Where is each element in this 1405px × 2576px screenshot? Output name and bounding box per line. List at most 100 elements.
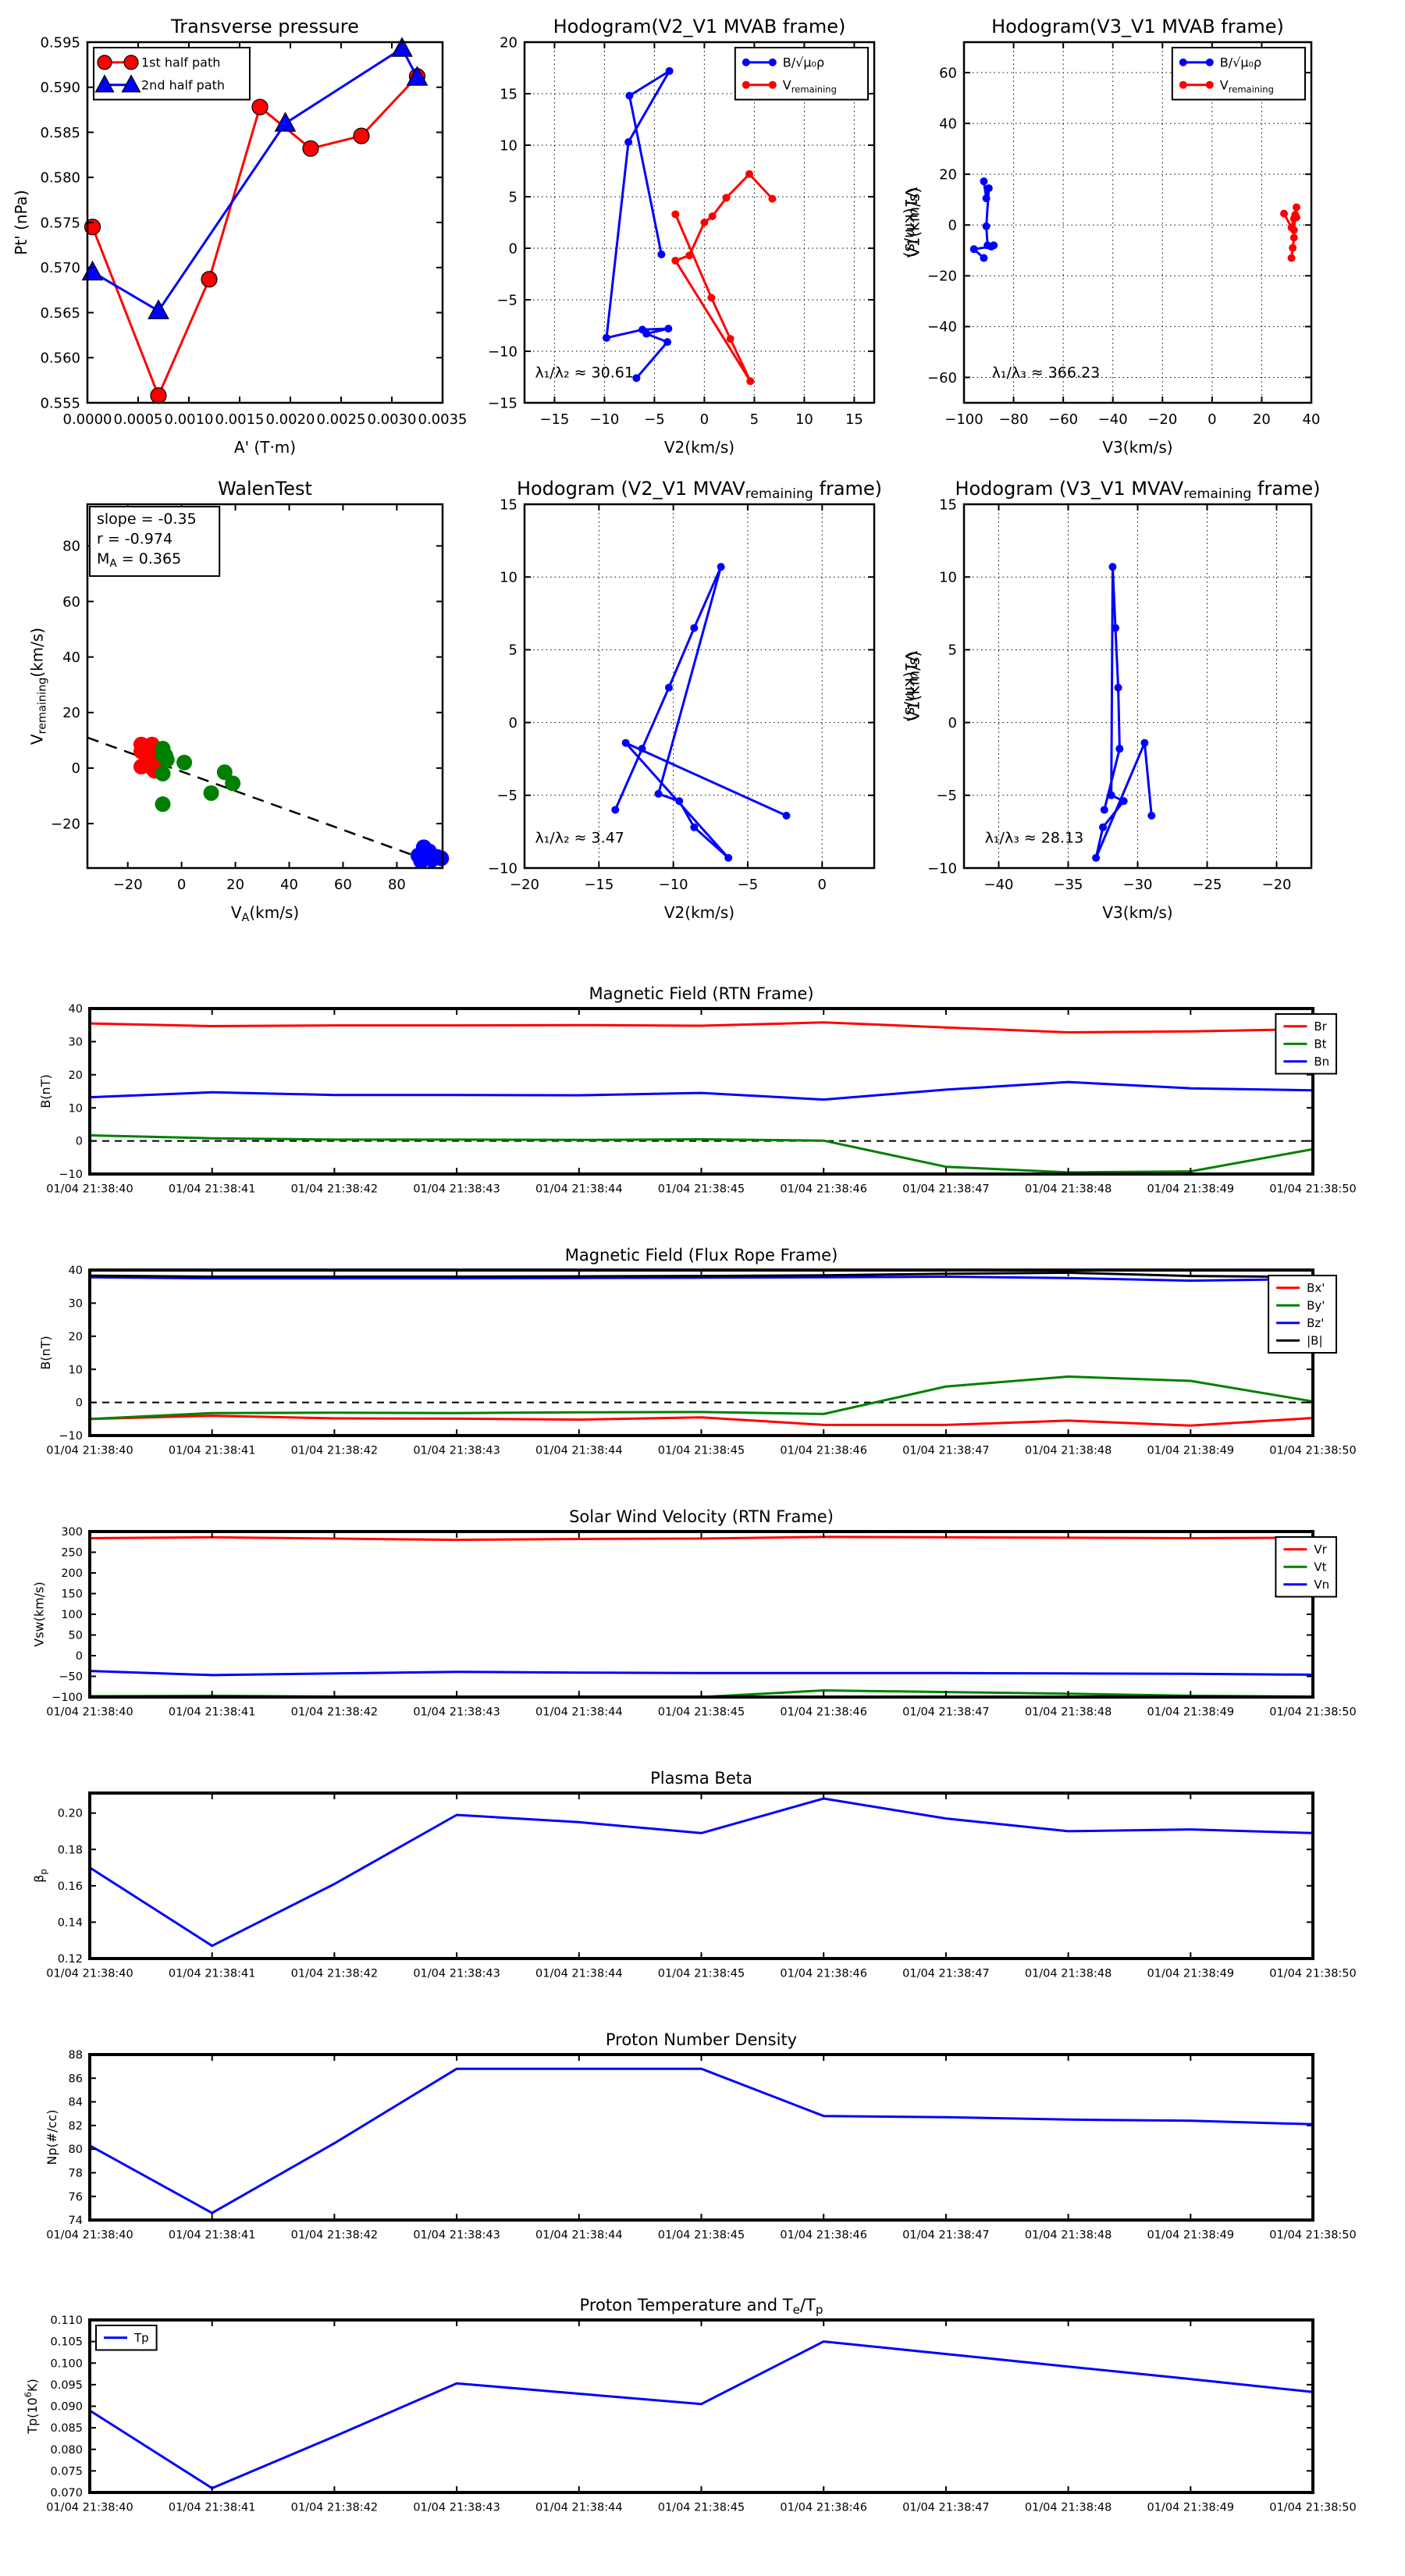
svg-text:−35: −35	[1054, 877, 1083, 893]
svg-text:82: 82	[69, 2120, 83, 2133]
svg-text:01/04 21:38:50: 01/04 21:38:50	[1269, 1706, 1357, 1719]
svg-text:−10: −10	[488, 860, 518, 877]
annotation-text: λ₁/λ₂ ≈ 3.47	[535, 829, 624, 846]
svg-text:01/04 21:38:45: 01/04 21:38:45	[658, 1183, 745, 1196]
svg-text:80: 80	[388, 877, 406, 893]
chart-title: Plasma Beta	[650, 1769, 752, 1788]
svg-text:01/04 21:38:50: 01/04 21:38:50	[1269, 2502, 1357, 2514]
svg-text:B/√μ₀ρ: B/√μ₀ρ	[1220, 55, 1261, 70]
x-axis-label: V2(km/s)	[664, 438, 735, 457]
chart-title: Proton Number Density	[606, 2030, 797, 2049]
svg-text:0.595: 0.595	[40, 34, 80, 51]
chart-title: Hodogram(V3_V1 MVAB frame)	[991, 16, 1284, 37]
svg-text:40: 40	[939, 116, 957, 132]
y-axis-label: V1(km/s)	[905, 187, 923, 258]
svg-text:0.0000: 0.0000	[63, 411, 112, 428]
svg-text:01/04 21:38:40: 01/04 21:38:40	[46, 1183, 133, 1196]
svg-text:01/04 21:38:42: 01/04 21:38:42	[291, 2502, 379, 2514]
svg-text:01/04 21:38:49: 01/04 21:38:49	[1147, 1968, 1235, 1980]
svg-text:01/04 21:38:45: 01/04 21:38:45	[658, 1445, 745, 1457]
svg-text:01/04 21:38:45: 01/04 21:38:45	[658, 1968, 745, 1980]
svg-text:Vremaining: Vremaining	[1220, 77, 1274, 94]
svg-text:0.080: 0.080	[50, 2444, 83, 2457]
svg-text:−5: −5	[496, 292, 518, 308]
axes-frame	[88, 1007, 1314, 1176]
y-axis-label: V1(km/s)	[902, 651, 920, 721]
svg-text:01/04 21:38:43: 01/04 21:38:43	[413, 1445, 500, 1457]
svg-text:10: 10	[69, 1364, 83, 1376]
chart-proton-temperature: 01/04 21:38:40 01/04 21:38:41 01/04 21:38:…	[0, 2268, 1405, 2539]
svg-text:20: 20	[226, 877, 244, 893]
svg-text:15: 15	[939, 496, 957, 513]
svg-magnetic-field-rtn: 01/04 21:38:40 01/04 21:38:41 01/04 21:38:…	[38, 984, 1357, 1196]
svg-text:20: 20	[62, 705, 80, 721]
svg-text:0.560: 0.560	[40, 350, 80, 367]
svg-text:20: 20	[1253, 411, 1271, 428]
svg-text:−5: −5	[644, 411, 665, 428]
svg-text:−100: −100	[944, 411, 983, 428]
svg-text:0.0025: 0.0025	[317, 411, 366, 428]
svg-text:01/04 21:38:49: 01/04 21:38:49	[1147, 2229, 1235, 2242]
svg-text:01/04 21:38:40: 01/04 21:38:40	[46, 1968, 133, 1980]
svg-text:0.110: 0.110	[50, 2314, 83, 2327]
axes-frame	[86, 503, 444, 870]
svg-text:01/04 21:38:50: 01/04 21:38:50	[1269, 2229, 1357, 2242]
svg-text:−50: −50	[59, 1671, 83, 1684]
svg-text:−20: −20	[51, 816, 80, 832]
svg-text:01/04 21:38:46: 01/04 21:38:46	[780, 1445, 867, 1457]
svg-text:−5: −5	[936, 788, 957, 804]
series-second-half-points	[155, 741, 241, 813]
svg-text:74: 74	[69, 2215, 83, 2227]
svg-text:01/04 21:38:42: 01/04 21:38:42	[291, 1183, 379, 1196]
svg-text:Vr: Vr	[1314, 1542, 1327, 1557]
series-vn	[89, 1670, 1314, 1677]
series-vr	[89, 1535, 1314, 1542]
chart-title: Hodogram(V2_V1 MVAB frame)	[553, 16, 846, 37]
axes-frame	[88, 1791, 1314, 1960]
svg-text:0.18: 0.18	[58, 1844, 83, 1856]
chart-magnetic-field-flux-rope: 01/04 21:38:40 01/04 21:38:41 01/04 21:38:…	[0, 1222, 1405, 1481]
svg-magnetic-field-flux-rope: 01/04 21:38:40 01/04 21:38:41 01/04 21:38:…	[38, 1246, 1357, 1457]
svg-text:10: 10	[500, 137, 518, 154]
svg-text:01/04 21:38:48: 01/04 21:38:48	[1025, 1183, 1112, 1196]
svg-text:01/04 21:38:40: 01/04 21:38:40	[46, 1445, 133, 1457]
svg-text:−20: −20	[927, 269, 957, 285]
svg-text:20: 20	[69, 1331, 83, 1343]
svg-text:78: 78	[69, 2168, 83, 2180]
chart-proton-number-density: 01/04 21:38:40 01/04 21:38:41 01/04 21:38:…	[0, 2006, 1405, 2265]
svg-text:1st half path: 1st half path	[141, 55, 220, 70]
svg-text:−10: −10	[488, 343, 518, 360]
svg-text:40: 40	[69, 1265, 83, 1277]
svg-text:5: 5	[750, 411, 759, 428]
svg-text:0.565: 0.565	[40, 305, 80, 322]
svg-text:2nd half path: 2nd half path	[141, 77, 225, 92]
svg-text:01/04 21:38:48: 01/04 21:38:48	[1025, 1968, 1112, 1980]
svg-text:40: 40	[69, 1003, 83, 1016]
svg-text:By': By'	[1307, 1299, 1325, 1313]
svg-text:01/04 21:38:46: 01/04 21:38:46	[780, 1183, 867, 1196]
axes-frame	[962, 41, 1313, 404]
svg-text:0.12: 0.12	[58, 1953, 83, 1966]
stats-box	[89, 506, 221, 577]
svg-text:01/04 21:38:41: 01/04 21:38:41	[169, 1445, 256, 1457]
series-np	[89, 2067, 1314, 2215]
svg-text:250: 250	[61, 1547, 83, 1560]
ticks: −15 −10 −5 0 5 10 15 −15 −10 −5 0 5 10 15 20	[488, 34, 874, 428]
svg-text:01/04 21:38:41: 01/04 21:38:41	[169, 1706, 256, 1719]
svg-text:|B|: |B|	[1307, 1334, 1322, 1348]
series-b-	[969, 177, 998, 262]
svg-text:0.0020: 0.0020	[266, 411, 315, 428]
svg-text:01/04 21:38:44: 01/04 21:38:44	[535, 1706, 623, 1719]
svg-text:01/04 21:38:48: 01/04 21:38:48	[1025, 1706, 1112, 1719]
svg-text:40: 40	[62, 649, 80, 666]
svg-walen-test: −20 0 20 40 60 80 −20 0 20 40 60 80 WalenTest VA(km/s…	[28, 478, 450, 924]
y-axis-label: V1(km/s)	[905, 651, 923, 721]
svg-proton-temperature: 01/04 21:38:40 01/04 21:38:41 01/04 21:38:…	[23, 2296, 1357, 2514]
svg-transverse-pressure: 0.0000 0.0005 0.0010 0.0015 0.0020 0.0025 0.00…	[12, 16, 468, 457]
svg-text:01/04 21:38:46: 01/04 21:38:46	[780, 1706, 867, 1719]
svg-text:−20: −20	[1147, 411, 1177, 428]
svg-text:01/04 21:38:50: 01/04 21:38:50	[1269, 1968, 1357, 1980]
svg-text:−20: −20	[1262, 877, 1292, 893]
svg-text:80: 80	[69, 2144, 83, 2156]
svg-text:−10: −10	[927, 860, 957, 877]
